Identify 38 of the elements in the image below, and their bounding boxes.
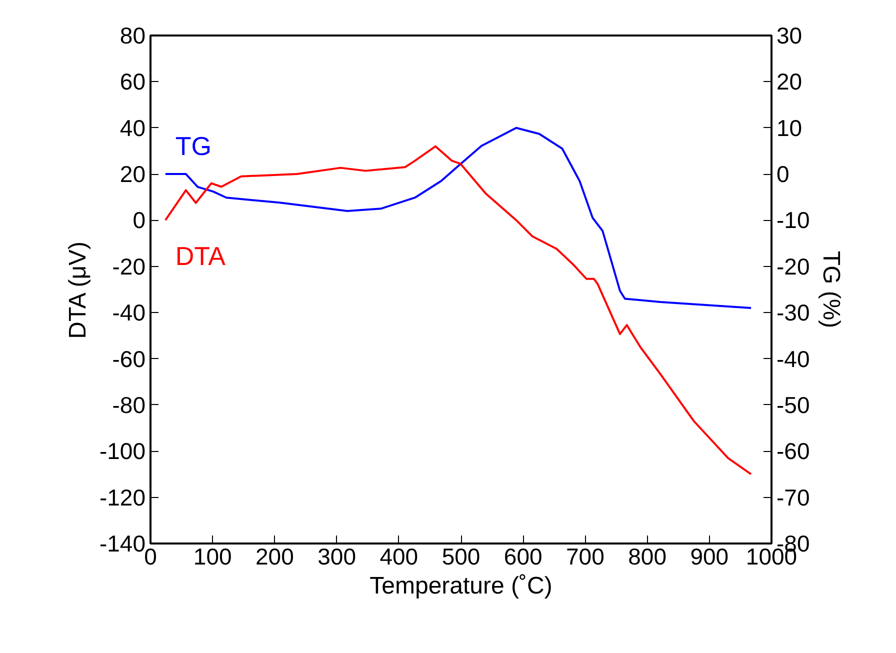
y-tick-label: -100 — [99, 438, 146, 464]
y2-tick-label: 10 — [776, 114, 802, 141]
y-tick-label: 60 — [120, 68, 146, 95]
line-series — [164, 126, 752, 309]
y-tick-label: -20 — [112, 253, 146, 280]
y-tick-label: -140 — [99, 530, 146, 556]
x-tick-label: 700 — [566, 544, 604, 570]
x-tick-label: 400 — [380, 544, 418, 570]
x-axis-title: Temperature (˚C) — [370, 572, 552, 600]
y2-tick-label: -50 — [776, 392, 810, 418]
series-label: DTA — [175, 241, 226, 272]
y-axis-title: DTA (μV) — [64, 241, 92, 339]
y2-axis-title: TG (%) — [818, 250, 845, 328]
y2-tick-label: -40 — [776, 346, 810, 372]
x-tick-label: 800 — [628, 544, 666, 570]
y2-tick-label: -30 — [776, 300, 810, 326]
y2-tick-label: -70 — [776, 484, 810, 510]
y-tick-label: -80 — [112, 392, 146, 418]
x-tick-label: 500 — [442, 544, 480, 570]
y2-tick-label: -10 — [776, 207, 810, 234]
y-tick-label: -120 — [99, 484, 146, 510]
y-tick-label: -40 — [112, 300, 146, 326]
y-tick-label: 40 — [120, 114, 146, 141]
x-tick-label: 300 — [318, 544, 356, 570]
y-tick-label: -60 — [112, 346, 146, 372]
y2-tick-label: -20 — [776, 253, 810, 280]
x-tick-label: 100 — [193, 544, 232, 570]
y2-tick-label: 30 — [776, 22, 802, 48]
y-tick-label: 0 — [132, 207, 146, 234]
x-tick-label: 900 — [690, 544, 729, 570]
y2-tick-label: 20 — [776, 68, 802, 95]
y-tick-label: 80 — [120, 22, 146, 48]
y2-tick-label: -60 — [776, 438, 810, 464]
y-tick-label: 20 — [120, 161, 146, 188]
x-tick-label: 600 — [504, 544, 542, 570]
series-label: TG — [175, 131, 212, 162]
y2-tick-label: 0 — [776, 161, 790, 188]
x-tick-label: 200 — [256, 544, 294, 570]
